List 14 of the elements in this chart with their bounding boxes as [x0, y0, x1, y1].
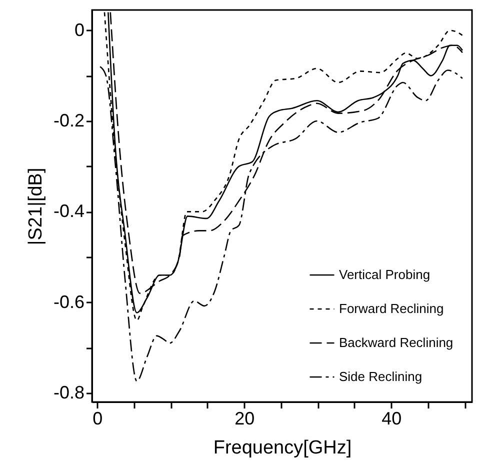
legend-label: Side Reclining	[339, 369, 422, 384]
y-axis-title: |S21|[dB]	[25, 168, 46, 246]
x-axis-title: Frequency[GHz]	[213, 438, 352, 458]
x-tick-label: 0	[92, 408, 103, 428]
y-tick-label: 0	[74, 20, 84, 40]
y-tick-label: -0.4	[53, 201, 84, 222]
legend-label: Backward Reclining	[339, 335, 454, 350]
y-tick-label: -0.2	[53, 110, 84, 131]
x-tick-label: 40	[382, 408, 402, 428]
y-tick-label: -0.6	[53, 292, 84, 312]
legend-label: Forward Reclining	[339, 301, 444, 316]
x-tick-label: 20	[234, 408, 255, 428]
y-tick-label: -0.8	[53, 382, 84, 402]
legend-label: Vertical Probing	[339, 267, 430, 282]
